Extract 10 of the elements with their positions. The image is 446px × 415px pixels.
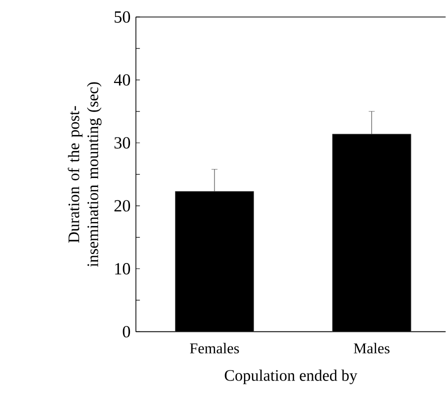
y-tick-label: 30 — [114, 137, 130, 149]
y-tick-label: 40 — [114, 74, 130, 86]
y-tick-label: 10 — [115, 263, 130, 275]
y-tick-label: 20 — [114, 200, 130, 212]
x-tick-label: Males — [354, 343, 390, 354]
x-axis-title: Copulation ended by — [224, 370, 358, 384]
y-tick-label: 0 — [122, 326, 130, 338]
y-axis-title: Duration of the post-insemination mounting (sec) — [68, 82, 102, 267]
y-tick-label: 50 — [114, 11, 130, 23]
x-tick-label: Females — [190, 343, 239, 354]
